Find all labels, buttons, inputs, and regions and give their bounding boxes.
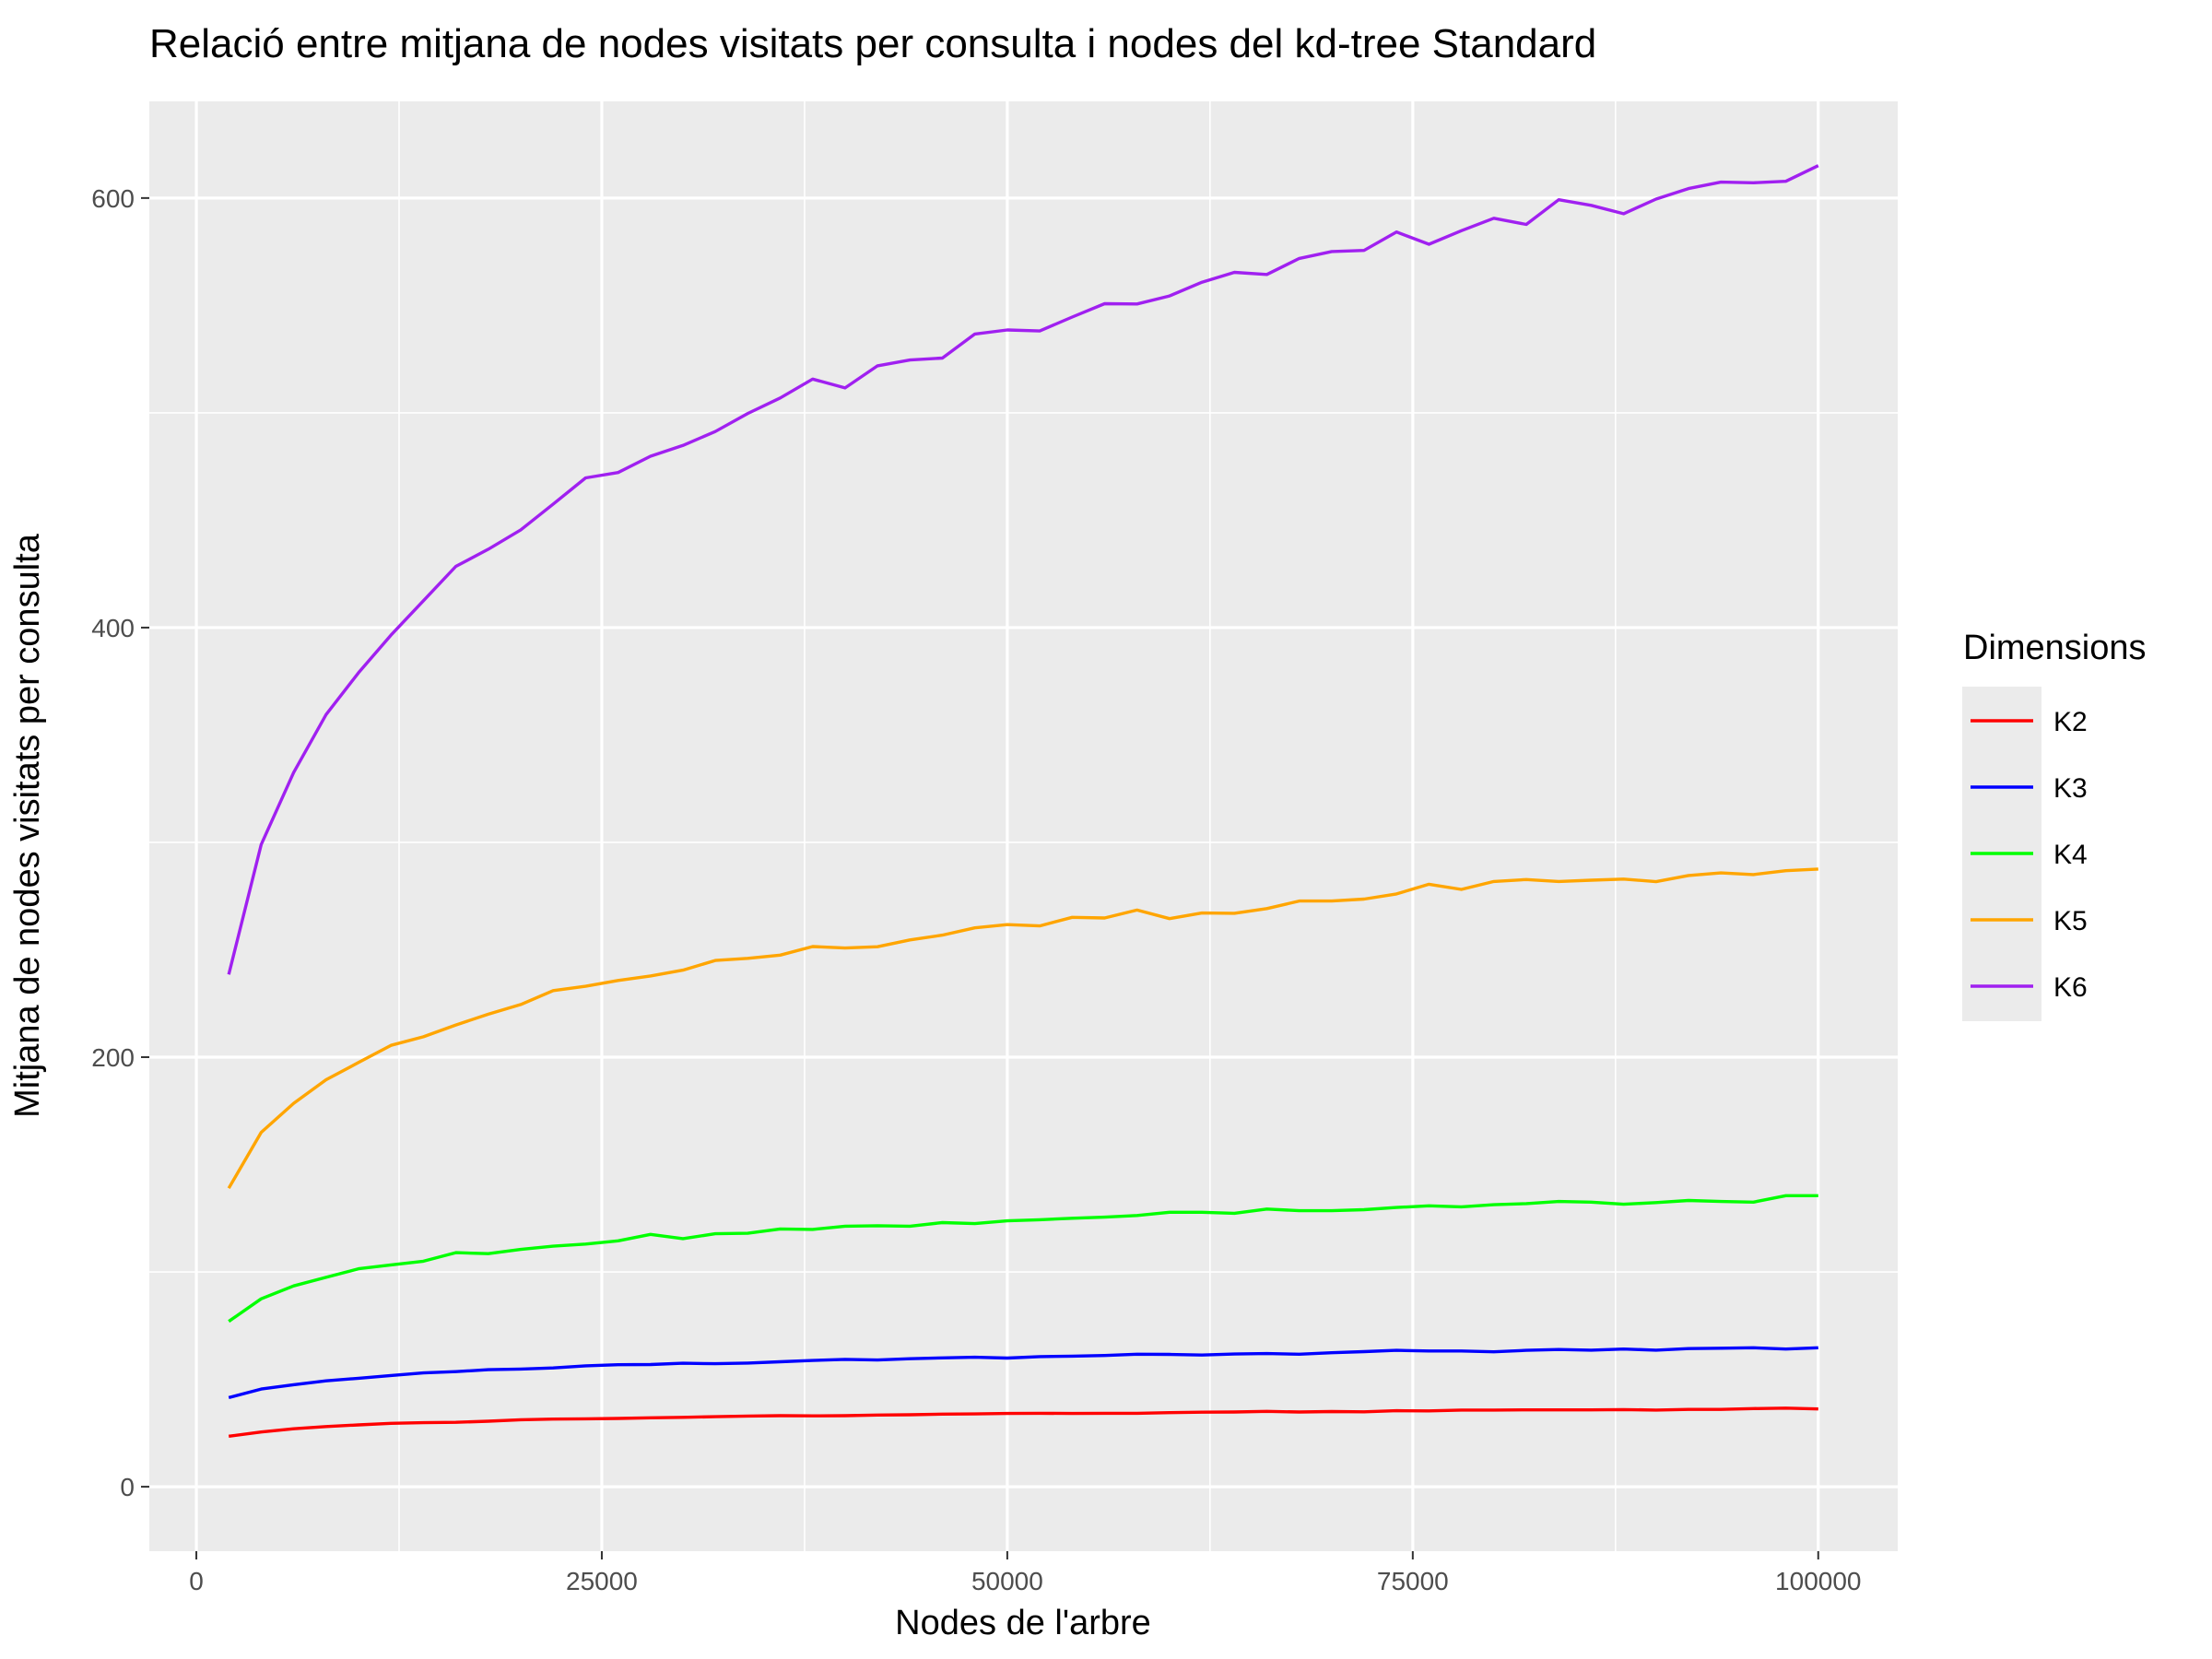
- x-tick-label: 100000: [1775, 1567, 1861, 1595]
- minor-gridlines: [149, 101, 1898, 1551]
- y-tick-label: 0: [120, 1473, 135, 1501]
- x-axis: 0 25000 50000 75000 100000: [189, 1551, 1861, 1595]
- plot-panel: [149, 101, 1898, 1551]
- y-tick-label: 600: [91, 184, 135, 213]
- series-line-k4: [228, 1194, 1818, 1324]
- series-lines: [227, 164, 1819, 1438]
- legend-title: Dimensions: [1963, 629, 2147, 667]
- x-tick-label: 75000: [1377, 1567, 1449, 1595]
- legend-items: K2 K3 K4 K5 K6: [1971, 707, 2088, 1003]
- major-gridlines: [149, 101, 1898, 1551]
- series-line-k3: [228, 1346, 1818, 1400]
- y-tick-label: 200: [91, 1043, 135, 1072]
- legend-label-k3: K3: [2053, 773, 2088, 804]
- x-axis-title: Nodes de l'arbre: [895, 1604, 1151, 1642]
- x-tick-label: 50000: [971, 1567, 1043, 1595]
- y-axis-title: Mitjana de nodes visitats per consulta: [8, 533, 47, 1118]
- y-tick-label: 400: [91, 614, 135, 642]
- y-axis: 0 200 400 600: [91, 184, 149, 1501]
- x-tick-label: 25000: [566, 1567, 638, 1595]
- legend-label-k6: K6: [2053, 972, 2088, 1003]
- legend-label-k2: K2: [2053, 707, 2088, 737]
- x-tick-label: 0: [189, 1567, 204, 1595]
- legend: Dimensions K2 K3 K4 K5 K6: [1962, 629, 2147, 1021]
- series-line-k6: [227, 164, 1819, 975]
- chart-title: Relació entre mitjana de nodes visitats …: [149, 21, 1596, 66]
- legend-label-k4: K4: [2053, 840, 2088, 870]
- series-line-k2: [228, 1406, 1818, 1438]
- legend-label-k5: K5: [2053, 906, 2088, 936]
- series-line-k5: [227, 867, 1818, 1190]
